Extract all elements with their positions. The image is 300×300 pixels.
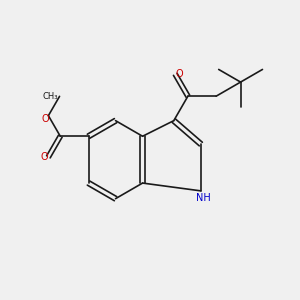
- Text: O: O: [42, 114, 49, 124]
- Text: O: O: [40, 152, 48, 162]
- Text: CH₃: CH₃: [43, 92, 58, 101]
- Text: NH: NH: [196, 193, 211, 203]
- Text: O: O: [176, 69, 184, 79]
